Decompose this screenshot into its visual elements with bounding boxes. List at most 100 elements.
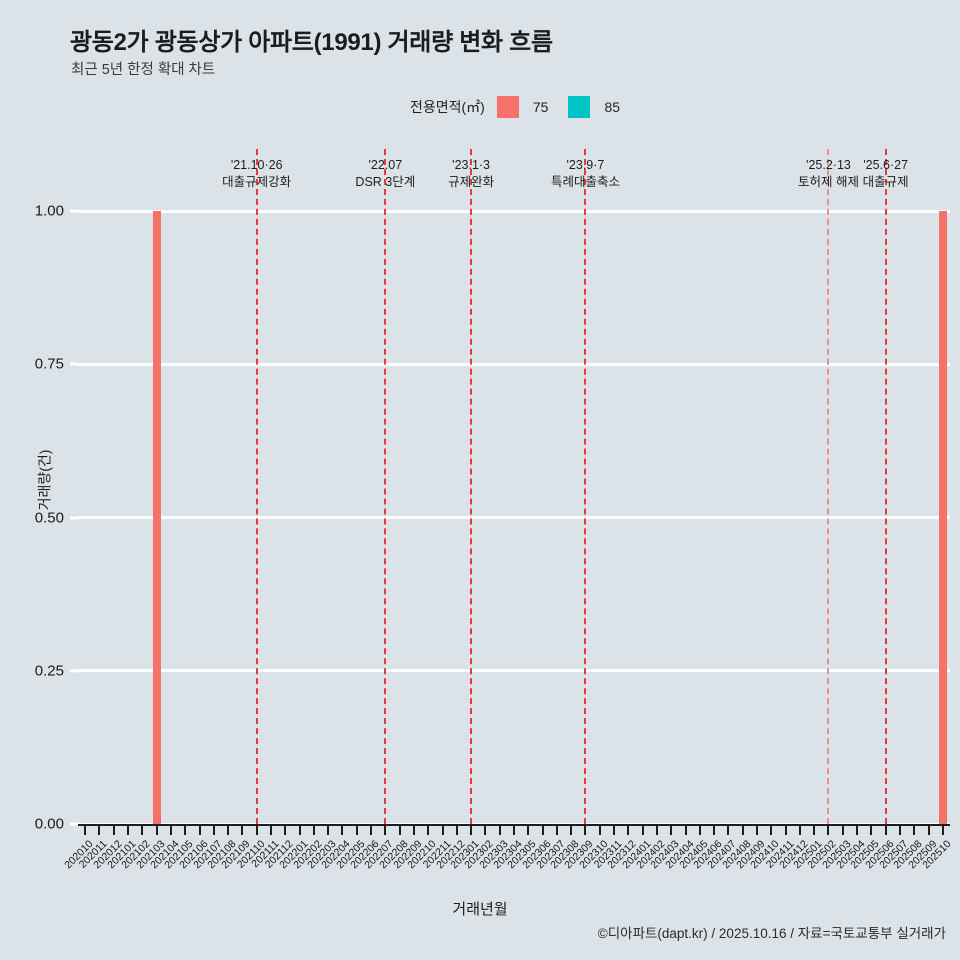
- legend-swatch-85: [568, 96, 591, 118]
- x-tick-mark: [370, 826, 373, 835]
- x-tick-mark: [84, 826, 87, 835]
- x-tick-mark: [327, 826, 330, 835]
- y-tick-label: 0.00: [34, 815, 64, 833]
- page-subtitle: 최근 5년 한정 확대 차트: [71, 62, 216, 78]
- event-date: '23.9·7: [566, 158, 605, 172]
- x-tick-mark: [269, 826, 272, 835]
- event-line-202207: [384, 149, 387, 824]
- y-tick-label: 0.75: [34, 355, 64, 373]
- x-tick-mark: [227, 826, 230, 835]
- event-date: '25.6·27: [863, 158, 909, 172]
- x-tick-mark: [770, 826, 773, 835]
- legend-title: 전용면적(㎡): [410, 99, 485, 115]
- event-date: '23.1·3: [452, 158, 491, 172]
- x-tick-mark: [312, 826, 315, 835]
- event-text: 규제완화: [448, 175, 495, 189]
- event-annotation-202207: '22.07 DSR 3단계: [355, 157, 415, 191]
- x-tick-mark: [441, 826, 444, 835]
- x-tick-mark: [527, 826, 530, 835]
- y-tick-mark: [70, 822, 78, 826]
- x-tick-mark: [927, 826, 930, 835]
- event-annotation-202110: '21.10·26 대출규제강화: [222, 157, 291, 191]
- gridline: [78, 516, 950, 519]
- event-line-202110: [255, 149, 258, 824]
- x-tick-mark: [684, 826, 687, 835]
- y-tick-label: 1.00: [34, 202, 64, 220]
- gridline: [78, 669, 950, 673]
- gridline: [78, 209, 950, 213]
- x-tick-mark: [541, 826, 544, 835]
- event-line-202506: [884, 149, 887, 824]
- x-tick-mark: [412, 826, 415, 835]
- x-tick-mark: [155, 826, 158, 835]
- x-tick-mark: [298, 826, 301, 835]
- legend-label-85: 85: [604, 99, 621, 115]
- y-axis-title: 거래량(건): [36, 449, 53, 511]
- x-tick-mark: [613, 826, 616, 835]
- x-tick-mark: [555, 826, 558, 835]
- x-tick-mark: [856, 826, 859, 835]
- x-tick-mark: [813, 826, 816, 835]
- x-tick-mark: [98, 826, 101, 835]
- event-date: '22.07: [368, 158, 403, 172]
- plot-area: [78, 149, 950, 826]
- x-axis-title: 거래년월: [452, 901, 508, 918]
- x-tick-mark: [841, 826, 844, 835]
- x-tick-mark: [284, 826, 287, 835]
- x-tick-mark: [127, 826, 130, 835]
- x-tick-mark: [713, 826, 716, 835]
- x-tick-mark: [169, 826, 172, 835]
- y-tick-label: 0.25: [34, 662, 64, 680]
- event-line-202502: [827, 149, 830, 824]
- legend-label-75: 75: [532, 99, 549, 115]
- bar-202510-75[interactable]: [938, 211, 947, 824]
- y-tick-mark: [70, 209, 78, 213]
- x-tick-mark: [884, 826, 887, 835]
- x-tick-mark: [455, 826, 458, 835]
- event-annotation-202301: '23.1·3 규제완화: [448, 157, 494, 191]
- x-tick-mark: [570, 826, 573, 835]
- event-line-202301: [470, 149, 473, 824]
- x-tick-mark: [212, 826, 215, 835]
- x-tick-mark: [198, 826, 201, 835]
- x-tick-mark: [641, 826, 644, 835]
- page-title: 광동2가 광동상가 아파트(1991) 거래량 변화 흐름: [70, 29, 553, 56]
- x-tick-mark: [341, 826, 344, 835]
- x-tick-mark: [913, 826, 916, 835]
- bar-202103-75[interactable]: [152, 211, 161, 824]
- x-tick-mark: [698, 826, 701, 835]
- x-tick-mark: [355, 826, 358, 835]
- chart-legend: 전용면적(㎡) 75 85: [410, 96, 640, 118]
- x-tick-mark: [470, 826, 473, 835]
- x-tick-mark: [112, 826, 115, 835]
- x-tick-mark: [498, 826, 501, 835]
- x-axis-tick-labels: 202010 202011 202012 202101 202102 202103 2021…: [62, 838, 953, 898]
- x-tick-mark: [784, 826, 787, 835]
- x-tick-mark: [255, 826, 258, 835]
- x-tick-mark: [655, 826, 658, 835]
- legend-item-85[interactable]: 85: [568, 96, 620, 118]
- event-date: '25.2·13: [806, 158, 851, 172]
- x-tick-mark: [870, 826, 873, 835]
- event-annotation-202502: '25.2·13 토허제 해제: [798, 157, 859, 191]
- event-date: '21.10·26: [230, 158, 283, 172]
- x-axis-tick-marks: [78, 826, 950, 836]
- x-tick-mark: [427, 826, 430, 835]
- gridline: [78, 362, 950, 366]
- x-tick-mark: [513, 826, 515, 835]
- x-tick-mark: [598, 826, 601, 835]
- x-tick-mark: [898, 826, 901, 835]
- event-text: 특례대출축소: [550, 175, 620, 189]
- event-text: 토허제 해제: [797, 175, 859, 189]
- x-axis-line: [78, 824, 950, 826]
- event-line-202309: [584, 149, 587, 824]
- x-tick-mark: [670, 826, 673, 835]
- x-tick-mark: [627, 826, 630, 835]
- event-annotation-202309: '23.9·7 특례대출축소: [551, 157, 620, 191]
- event-text: 대출규제: [862, 175, 909, 189]
- legend-item-75[interactable]: 75: [496, 96, 549, 118]
- x-tick-mark: [798, 826, 801, 835]
- legend-swatch-75: [496, 96, 519, 118]
- x-tick-mark: [184, 826, 187, 835]
- y-tick-label: 0.50: [34, 509, 64, 526]
